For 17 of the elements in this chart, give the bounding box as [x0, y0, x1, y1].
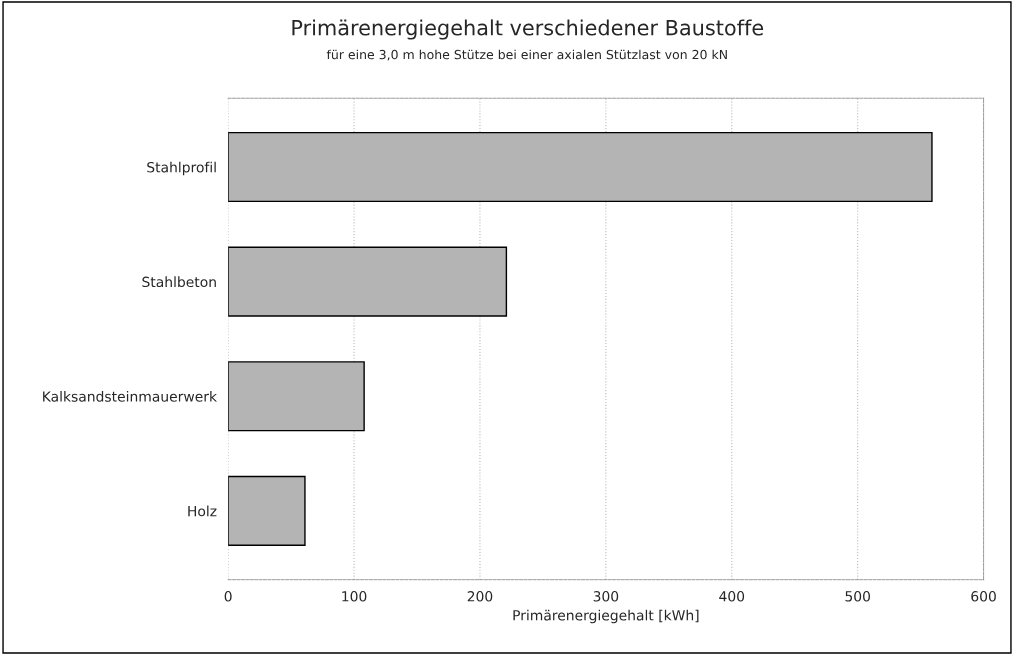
x-axis-title: Primärenergiegehalt [kWh]	[513, 609, 699, 624]
y-tick-label: Kalksandsteinmauerwerk	[43, 391, 217, 402]
chart-title: Primärenergiegehalt verschiedener Baustoffe	[292, 19, 764, 40]
bar	[228, 131, 933, 203]
bar	[228, 361, 365, 432]
x-tick-label: 500	[845, 591, 871, 602]
x-tick-label: 0	[224, 591, 232, 602]
x-tick-label: 300	[593, 591, 619, 602]
y-tick-label: Stahlprofil	[147, 161, 216, 176]
y-tick-label: Stahlbeton	[142, 276, 216, 288]
y-tick-label: Holz	[188, 505, 217, 517]
x-tick-label: 600	[971, 591, 996, 602]
bar	[228, 475, 306, 546]
x-tick-label: 100	[342, 591, 367, 602]
x-tick-label: 400	[719, 591, 745, 602]
x-tick-label: 200	[467, 591, 493, 602]
chart-subtitle: für eine 3,0 m hohe Stütze bei einer axialen Stützlast von 20 kN	[326, 49, 727, 61]
